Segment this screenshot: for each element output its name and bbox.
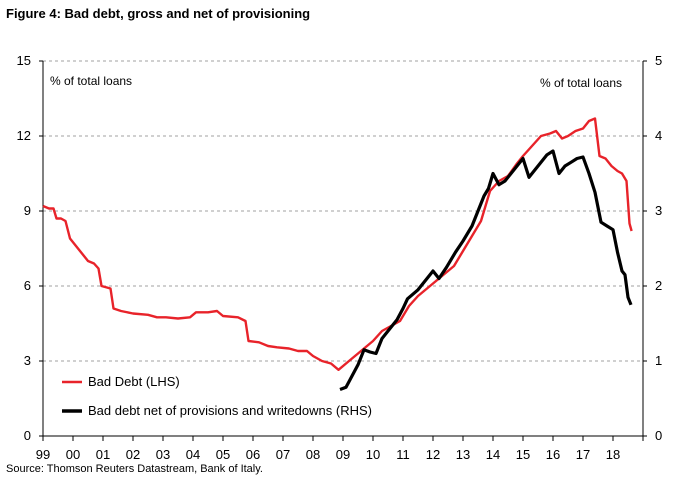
x-axis-ticks: 99 00 01 02 03 04 05 06 07 08 09 10 11 12 13 14 15 16 17 18	[36, 436, 644, 462]
x-tick-label: 07	[276, 447, 290, 462]
x-tick-label: 18	[606, 447, 620, 462]
left-tick-label: 0	[24, 428, 31, 443]
right-tick-label: 5	[655, 53, 662, 68]
left-axis-label: % of total loans	[50, 74, 132, 88]
grid-lines	[43, 60, 643, 362]
series-line-net-bad-debt	[339, 149, 633, 392]
x-tick-label: 13	[456, 447, 470, 462]
right-axis-ticks: 0 1 2 3 4 5	[643, 53, 662, 443]
left-tick-label: 3	[24, 353, 31, 368]
right-tick-label: 1	[655, 353, 662, 368]
x-tick-label: 12	[426, 447, 440, 462]
x-tick-label: 04	[186, 447, 200, 462]
left-axis-ticks: 0 3 6 9 12 15	[17, 53, 43, 443]
series-lines	[42, 117, 633, 392]
x-tick-label: 10	[366, 447, 380, 462]
x-tick-label: 05	[216, 447, 230, 462]
right-tick-label: 2	[655, 278, 662, 293]
legend-label: Bad Debt (LHS)	[88, 374, 180, 389]
x-tick-label: 09	[336, 447, 350, 462]
left-tick-label: 15	[17, 53, 31, 68]
source-note: Source: Thomson Reuters Datastream, Bank…	[6, 463, 263, 475]
x-tick-label: 01	[96, 447, 110, 462]
left-tick-label: 9	[24, 203, 31, 218]
legend: Bad Debt (LHS) Bad debt net of provisions…	[62, 374, 372, 418]
legend-label: Bad debt net of provisions and writedown…	[88, 403, 372, 418]
x-tick-label: 17	[576, 447, 590, 462]
series-line-bad-debt	[42, 117, 633, 371]
left-tick-label: 6	[24, 278, 31, 293]
x-tick-label: 16	[546, 447, 560, 462]
figure-title: Figure 4: Bad debt, gross and net of pro…	[6, 6, 311, 21]
x-tick-label: 15	[516, 447, 530, 462]
x-tick-label: 99	[36, 447, 50, 462]
x-tick-label: 02	[126, 447, 140, 462]
x-tick-label: 08	[306, 447, 320, 462]
x-tick-label: 14	[486, 447, 500, 462]
right-tick-label: 4	[655, 128, 662, 143]
left-tick-label: 12	[17, 128, 31, 143]
x-tick-label: 11	[396, 447, 410, 462]
right-axis-label: % of total loans	[540, 76, 622, 90]
x-tick-label: 03	[156, 447, 170, 462]
right-tick-label: 3	[655, 203, 662, 218]
right-tick-label: 0	[655, 428, 662, 443]
x-tick-label: 00	[66, 447, 80, 462]
x-tick-label: 06	[246, 447, 260, 462]
